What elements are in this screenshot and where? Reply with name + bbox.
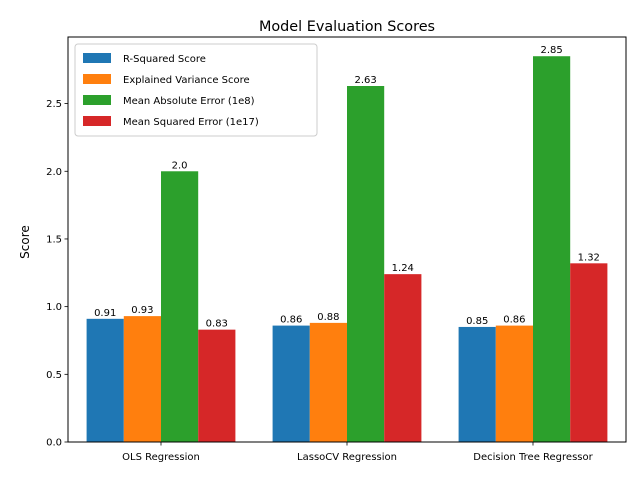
bar-1-3 [458,326,496,442]
bar-3-1 [161,171,199,442]
chart-title: Model Evaluation Scores [259,19,435,35]
legend-box [74,43,318,137]
y-axis: 0.0 0.5 1.0 1.5 2.0 2.5 [46,99,68,449]
data-label-4-2: 1.24 [392,263,414,274]
legend: R-Squared Score Explained Variance Score M… [74,43,318,137]
legend-label: R-Squared Score [123,54,206,65]
data-label-1-2: 0.86 [280,315,302,326]
data-label-1-1: 0.91 [94,308,116,319]
y-tick-label: 1.5 [46,234,62,245]
bars-group [86,56,608,443]
bar-4-1 [198,329,236,442]
legend-swatch [83,74,111,84]
bar-4-2 [384,274,422,442]
x-tick-label: OLS Regression [122,452,200,463]
bar-1-2 [272,325,310,442]
data-label-2-3: 0.86 [503,315,525,326]
bar-2-2 [309,322,347,442]
legend-label: Mean Squared Error (1e17) [123,117,259,128]
y-axis-label: Score [18,225,32,259]
data-labels-group: 0.91 0.86 0.85 0.93 0.88 0.86 2.0 2.63 2.85 0.83 1… [94,45,600,329]
bar-3-3 [533,56,571,443]
legend-label: Explained Variance Score [123,75,250,86]
y-tick-label: 0.5 [46,370,62,381]
data-label-4-3: 1.32 [578,252,600,263]
y-tick-label: 2.5 [46,99,62,110]
y-tick-label: 1.0 [46,302,62,313]
data-label-3-2: 2.63 [354,75,376,86]
x-tick-label: LassoCV Regression [297,452,397,463]
data-label-4-1: 0.83 [206,319,228,330]
data-label-3-3: 2.85 [540,45,562,56]
legend-label: Mean Absolute Error (1e8) [123,96,255,107]
y-tick-label: 0.0 [46,438,62,449]
bar-1-1 [86,318,124,442]
y-tick-label: 2.0 [46,167,62,178]
legend-swatch [83,95,111,105]
legend-swatch [83,116,111,126]
data-label-2-2: 0.88 [317,312,339,323]
bar-4-3 [570,263,608,442]
x-axis: OLS Regression LassoCV Regression Decision… [122,442,594,463]
data-label-3-1: 2.0 [172,160,188,171]
x-tick-label: Decision Tree Regressor [473,452,593,463]
bar-3-2 [347,86,385,442]
data-label-1-3: 0.85 [466,316,488,327]
legend-swatch [83,53,111,63]
bar-2-3 [495,325,533,442]
bar-2-1 [123,316,161,442]
data-label-2-1: 0.93 [131,305,153,316]
